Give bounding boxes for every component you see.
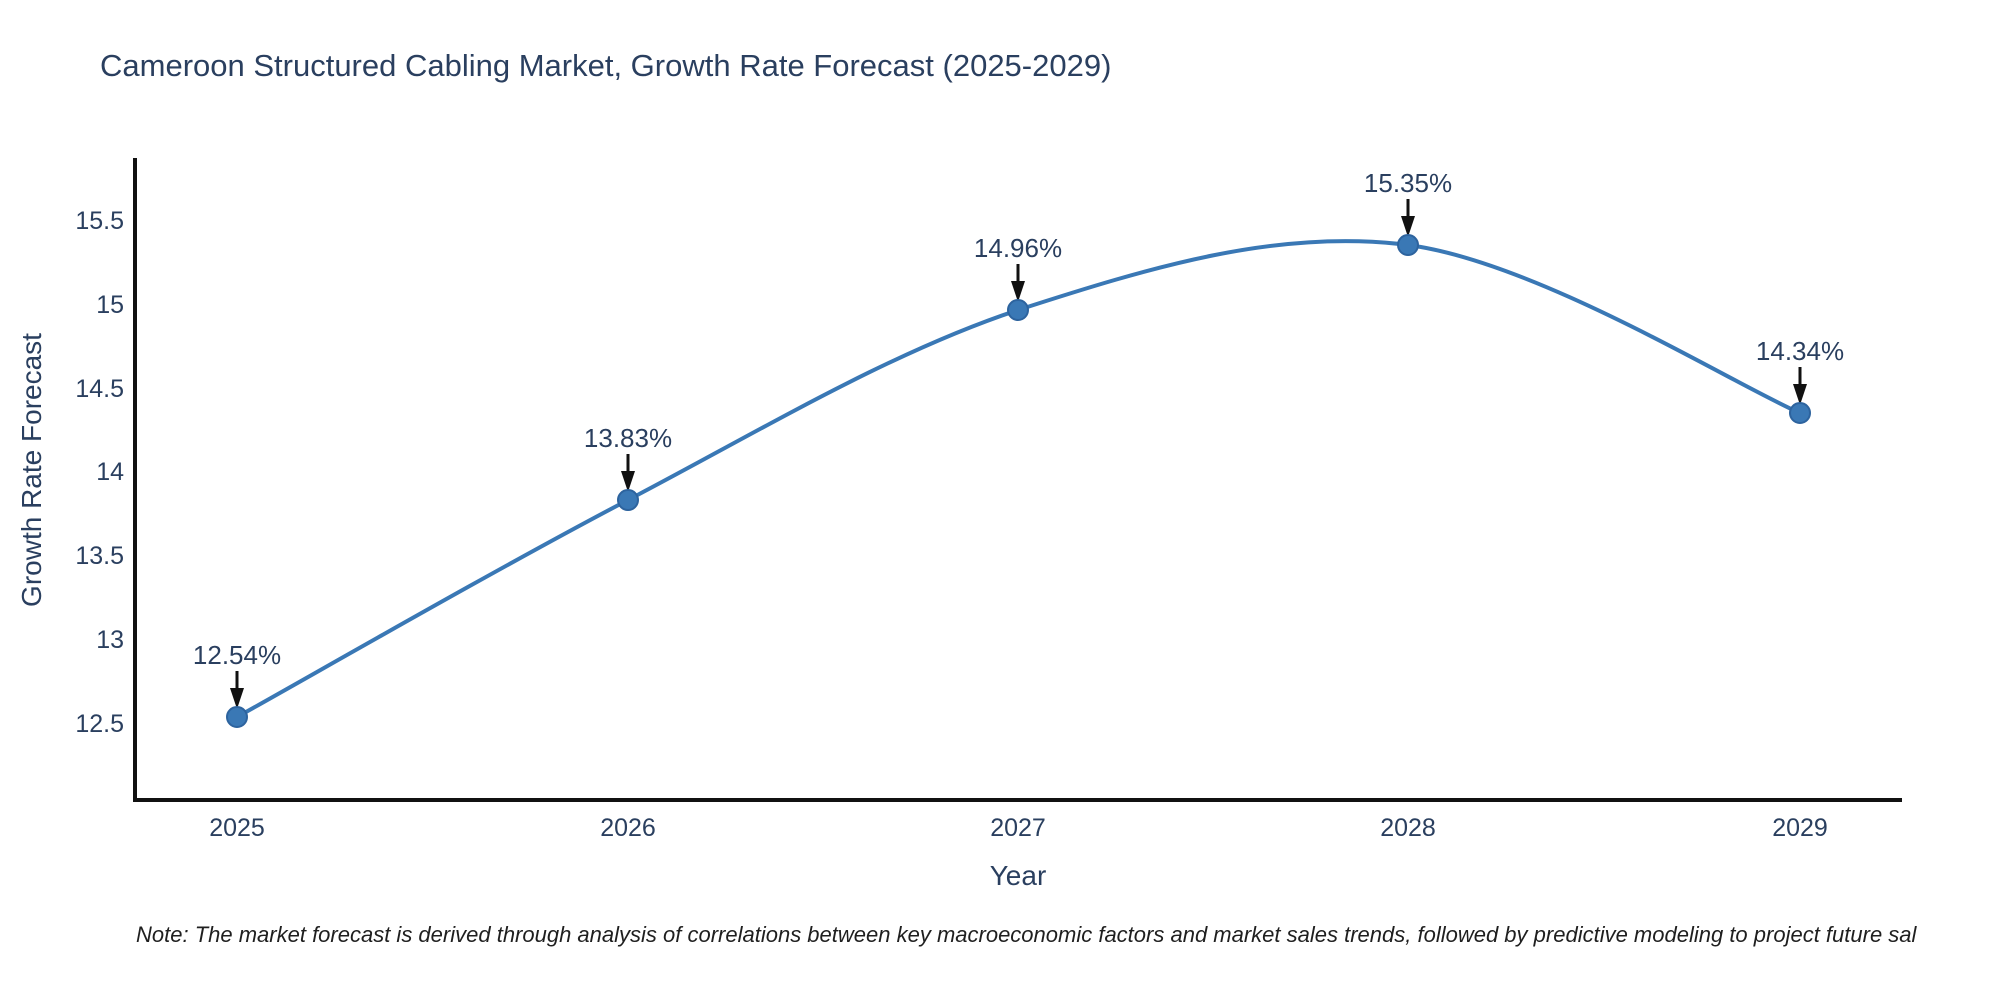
y-tick-label: 14	[96, 458, 124, 486]
chart-title: Cameroon Structured Cabling Market, Grow…	[100, 48, 1112, 83]
x-tick-label: 2028	[1380, 814, 1436, 842]
data-point-2027	[1007, 299, 1029, 321]
footnote: Note: The market forecast is derived thr…	[136, 922, 1917, 947]
data-point-2028	[1397, 234, 1419, 256]
annotation-label-2026: 13.83%	[583, 423, 673, 453]
y-tick-label: 15.5	[75, 207, 124, 235]
data-point-2025	[226, 706, 248, 728]
annotation-label-2025: 12.54%	[192, 640, 282, 670]
annotation-label-2029: 14.34%	[1755, 336, 1845, 366]
annotation-label-2027: 14.96%	[973, 233, 1063, 263]
y-tick-label: 12.5	[75, 710, 124, 738]
data-point-2026	[617, 489, 639, 511]
x-axis-line	[133, 798, 1902, 802]
y-tick-label: 14.5	[75, 375, 124, 403]
annotation-arrow-2025	[230, 671, 244, 709]
annotation-label-2028: 15.35%	[1363, 168, 1453, 198]
x-tick-label: 2025	[209, 814, 265, 842]
x-tick-label: 2029	[1772, 814, 1828, 842]
annotation-arrow-2027	[1011, 264, 1025, 302]
y-tick-label: 13.5	[75, 542, 124, 570]
y-axis-line	[133, 158, 137, 802]
y-axis-title: Growth Rate Forecast	[16, 333, 47, 607]
annotation-arrow-2029	[1793, 367, 1807, 405]
x-tick-label: 2027	[990, 814, 1046, 842]
annotation-arrow-2028	[1401, 199, 1415, 237]
x-axis-title: Year	[989, 860, 1047, 891]
x-tick-label: 2026	[600, 814, 656, 842]
annotation-arrow-2026	[621, 454, 635, 492]
y-tick-label: 13	[96, 626, 124, 654]
data-point-2029	[1789, 402, 1811, 424]
y-tick-label: 15	[96, 291, 124, 319]
